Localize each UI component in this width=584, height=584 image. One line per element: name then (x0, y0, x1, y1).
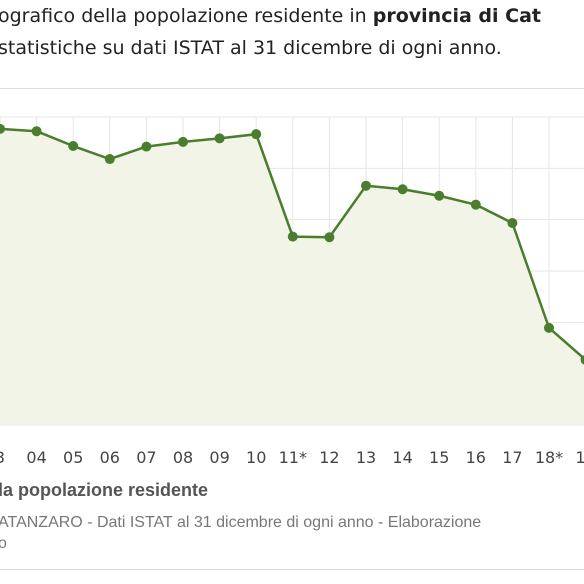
data-point (104, 154, 115, 165)
x-tick-label: 09 (209, 448, 229, 467)
data-point (470, 199, 481, 210)
chart-caption-title: la popolazione residente (0, 480, 209, 500)
data-point (0, 123, 5, 134)
data-point (178, 136, 188, 147)
x-tick-label: 3 (0, 448, 5, 467)
x-tick-label: 12 (319, 448, 339, 467)
data-point (507, 218, 518, 229)
x-tick-label: 10 (246, 448, 266, 467)
intro-text: ografico della popolazione residente in (0, 5, 373, 27)
caption-source-line-1: ATANZARO - Dati ISTAT al 31 dicembre di … (0, 514, 482, 531)
x-tick-label: 11* (279, 448, 307, 467)
intro-line-2: statistiche su dati ISTAT al 31 dicembre… (0, 37, 502, 59)
data-point (251, 129, 262, 140)
chart-caption-source: ATANZARO - Dati ISTAT al 31 dicembre di … (0, 512, 584, 554)
x-tick-label: 14 (392, 448, 412, 467)
x-tick-label: 15 (429, 448, 449, 467)
series-area (0, 128, 584, 425)
x-tick-label: 07 (136, 448, 156, 467)
data-point (580, 355, 584, 365)
data-point (361, 180, 371, 191)
data-point (397, 184, 408, 195)
intro-province-link[interactable]: provincia di Cat (372, 5, 541, 27)
caption-source-line-2: o (0, 535, 7, 552)
x-tick-label: 04 (26, 448, 46, 467)
data-point (31, 126, 42, 137)
x-tick-label: 17 (502, 448, 522, 467)
data-point (434, 190, 445, 201)
x-tick-label: 05 (63, 448, 83, 467)
intro-line-1: ografico della popolazione residente in … (0, 0, 541, 32)
x-tick-label: 13 (356, 448, 376, 467)
data-point (324, 232, 335, 243)
population-chart: 3 04 05 06 07 08 09 10 11* 12 13 14 15 16 17 18* 19 (0, 116, 584, 467)
x-tick-label: 08 (173, 448, 193, 467)
data-point (68, 141, 79, 152)
chart-frame: 3 04 05 06 07 08 09 10 11* 12 13 14 15 16 17 18* 19 (0, 88, 584, 570)
x-tick-label: 19 (575, 448, 584, 467)
data-point (287, 231, 298, 242)
data-point (544, 322, 554, 333)
data-point (214, 133, 225, 144)
data-point (141, 141, 152, 152)
x-tick-label: 06 (100, 448, 120, 467)
x-tick-label: 18* (535, 448, 563, 467)
x-tick-label: 16 (466, 448, 486, 467)
